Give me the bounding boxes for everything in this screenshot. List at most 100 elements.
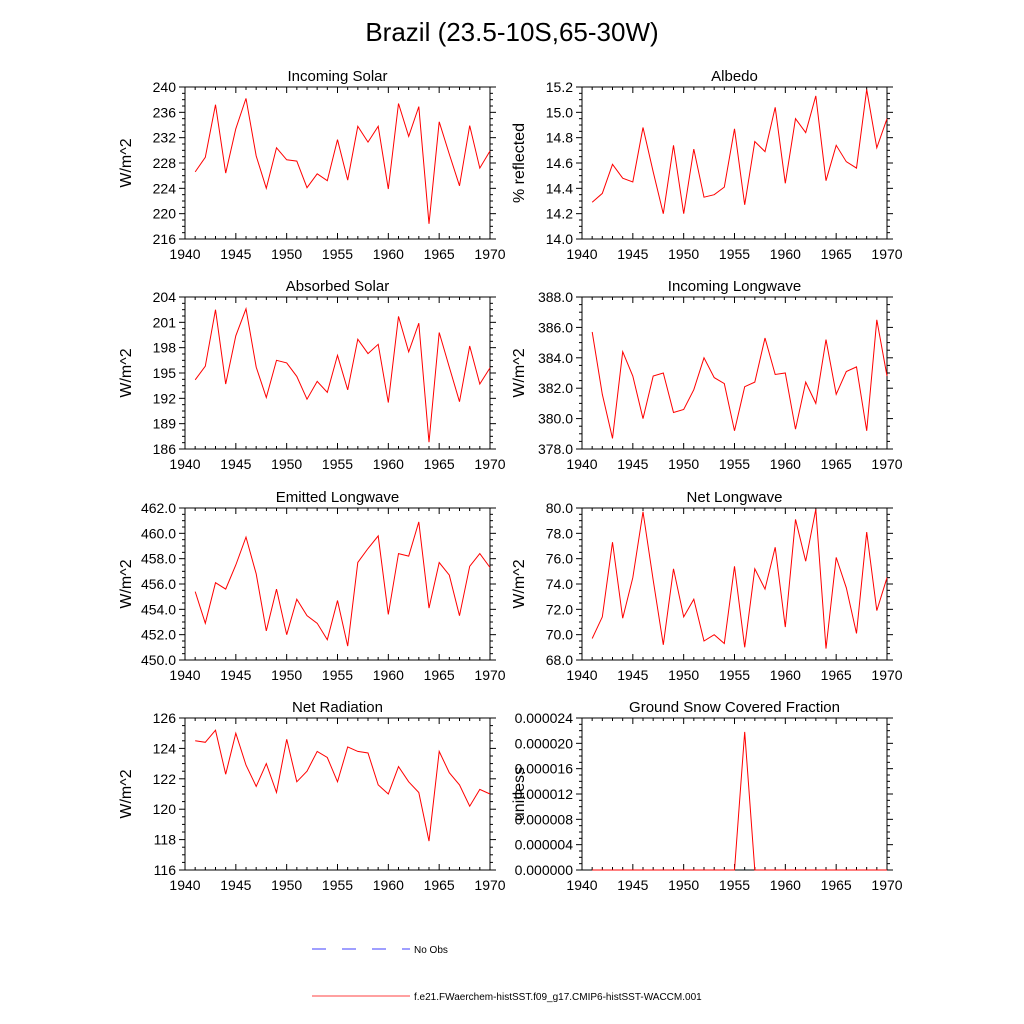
series-line-incoming-solar — [194, 98, 491, 224]
y-tick-label: 0.000020 — [515, 735, 574, 751]
y-tick-label: 0.000000 — [515, 862, 574, 878]
legend-label-model: f.e21.FWaerchem-histSST.f09_g17.CMIP6-hi… — [414, 992, 702, 1003]
x-tick-label: 1955 — [322, 667, 353, 683]
y-tick-label: 0.000008 — [515, 811, 574, 827]
y-tick-label: 116 — [154, 862, 177, 878]
x-tick-label: 1940 — [169, 877, 200, 893]
y-tick-label: 124 — [153, 740, 177, 756]
x-tick-label: 1950 — [668, 667, 699, 683]
x-tick-label: 1965 — [821, 877, 852, 893]
x-tick-label: 1940 — [566, 667, 597, 683]
series-line-net-longwave — [591, 509, 888, 649]
y-tick-label: 450.0 — [141, 652, 176, 668]
plot-frame — [581, 296, 888, 450]
plot-frame — [184, 296, 491, 450]
y-tick-label: 72.0 — [546, 601, 573, 617]
panel-title: Albedo — [711, 68, 758, 85]
legend: No Obs f.e21.FWaerchem-histSST.f09_g17.C… — [312, 945, 702, 1003]
y-axis-label: W/m^2 — [118, 348, 135, 397]
y-tick-label: 456.0 — [141, 576, 176, 592]
y-tick-label: 378.0 — [538, 441, 573, 457]
x-tick-label: 1970 — [871, 667, 902, 683]
x-tick-label: 1950 — [271, 877, 302, 893]
x-tick-label: 1970 — [871, 877, 902, 893]
y-tick-label: 0.000016 — [515, 761, 574, 777]
y-tick-label: 189 — [153, 416, 177, 432]
x-tick-label: 1965 — [424, 667, 455, 683]
x-tick-label: 1965 — [821, 246, 852, 262]
x-tick-label: 1940 — [169, 456, 200, 472]
y-axis-label: % reflected — [511, 123, 528, 203]
x-tick-label: 1945 — [617, 877, 648, 893]
y-tick-label: 126 — [153, 710, 177, 726]
y-tick-label: 460.0 — [141, 525, 176, 541]
y-tick-label: 384.0 — [538, 350, 573, 366]
x-tick-label: 1960 — [770, 456, 801, 472]
x-tick-label: 1945 — [617, 667, 648, 683]
y-tick-label: 198 — [153, 340, 177, 356]
x-tick-label: 1970 — [474, 456, 505, 472]
x-tick-label: 1965 — [424, 877, 455, 893]
y-tick-label: 15.2 — [546, 79, 573, 95]
y-tick-label: 220 — [153, 206, 177, 222]
x-tick-label: 1940 — [169, 667, 200, 683]
x-tick-label: 1940 — [566, 877, 597, 893]
x-tick-label: 1945 — [220, 667, 251, 683]
y-tick-label: 380.0 — [538, 411, 573, 427]
y-axis-label: unitless — [511, 767, 528, 821]
plot-frame — [184, 717, 491, 871]
y-tick-label: 452.0 — [141, 627, 176, 643]
x-tick-label: 1970 — [474, 877, 505, 893]
x-tick-label: 1955 — [719, 246, 750, 262]
x-tick-label: 1940 — [566, 456, 597, 472]
x-tick-label: 1960 — [373, 877, 404, 893]
x-tick-label: 1965 — [424, 456, 455, 472]
panel-net-longwave: Net Longwave 1940 1945 1950 1955 1960 1965 1970… — [511, 489, 903, 683]
series-line-net-radiation — [195, 729, 491, 842]
panel-incoming-solar: Incoming Solar 1940 1945 1950 1955 1960 1965 19… — [118, 68, 506, 262]
x-tick-label: 1970 — [474, 246, 505, 262]
panel-title: Incoming Solar — [287, 68, 387, 85]
y-tick-label: 192 — [153, 390, 177, 406]
y-tick-label: 458.0 — [141, 551, 176, 567]
y-axis-label: W/m^2 — [118, 559, 135, 608]
y-axis-label: W/m^2 — [511, 559, 528, 608]
y-tick-label: 224 — [153, 180, 177, 196]
y-tick-label: 14.8 — [546, 130, 573, 146]
y-tick-label: 70.0 — [546, 627, 573, 643]
y-tick-label: 78.0 — [546, 525, 573, 541]
panel-title: Emitted Longwave — [276, 489, 399, 506]
x-tick-label: 1960 — [770, 667, 801, 683]
y-tick-label: 14.4 — [546, 180, 573, 196]
plot-frame — [581, 507, 888, 661]
x-tick-label: 1955 — [322, 246, 353, 262]
series-line-ground-snow-covered-fraction — [592, 731, 887, 871]
x-tick-label: 1970 — [871, 246, 902, 262]
y-tick-label: 122 — [153, 771, 177, 787]
y-axis-label: W/m^2 — [511, 348, 528, 397]
x-tick-label: 1955 — [719, 667, 750, 683]
x-tick-label: 1950 — [668, 456, 699, 472]
plot-frame — [184, 507, 491, 661]
y-tick-label: 382.0 — [538, 380, 573, 396]
series-line-incoming-longwave — [591, 319, 888, 439]
panel-incoming-longwave: Incoming Longwave 1940 1945 1950 1955 1960 196… — [511, 278, 903, 472]
x-tick-label: 1970 — [871, 456, 902, 472]
panel-title: Ground Snow Covered Fraction — [629, 699, 840, 716]
x-tick-label: 1955 — [322, 456, 353, 472]
x-tick-label: 1950 — [668, 877, 699, 893]
panel-title: Absorbed Solar — [286, 278, 389, 295]
y-tick-label: 240 — [153, 79, 177, 95]
y-tick-label: 80.0 — [546, 500, 573, 516]
y-tick-label: 0.000012 — [515, 786, 574, 802]
y-tick-label: 118 — [154, 832, 177, 848]
y-tick-label: 388.0 — [538, 289, 573, 305]
y-tick-label: 204 — [153, 289, 177, 305]
x-tick-label: 1960 — [770, 877, 801, 893]
x-tick-label: 1950 — [271, 246, 302, 262]
y-tick-label: 74.0 — [546, 576, 573, 592]
series-line-absorbed-solar — [194, 306, 491, 443]
y-tick-label: 195 — [153, 365, 177, 381]
y-tick-label: 76.0 — [546, 551, 573, 567]
panel-albedo: Albedo 1940 1945 1950 1955 1960 1965 1970 14.0 14… — [511, 68, 903, 262]
